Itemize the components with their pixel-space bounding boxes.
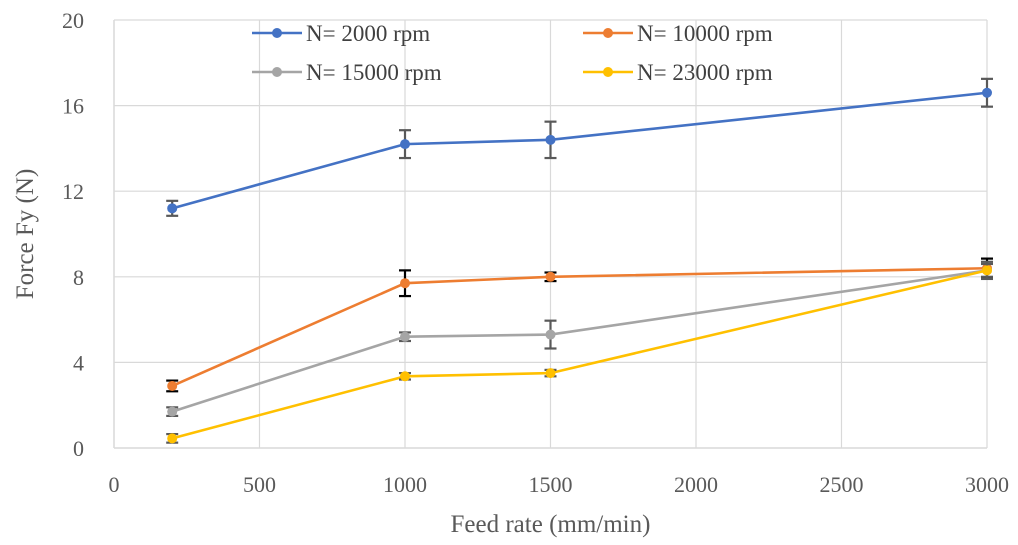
data-point <box>982 87 992 98</box>
data-point <box>167 203 178 214</box>
legend-entry: N= 10000 rpm <box>583 21 773 46</box>
x-tick-label: 500 <box>243 472 276 497</box>
series-1 <box>166 77 993 217</box>
legend-label: N= 10000 rpm <box>637 21 773 46</box>
series-line <box>171 91 988 210</box>
y-tick-label: 20 <box>62 8 84 33</box>
data-point <box>400 139 410 150</box>
data-point <box>545 271 556 282</box>
legend: N= 2000 rpm N= 10000 rpm N= 15000 rpm N= 23… <box>252 21 773 85</box>
x-tick-label: 3000 <box>965 472 1009 497</box>
data-point <box>545 134 556 145</box>
y-tick-label: 8 <box>73 265 84 290</box>
data-point <box>400 331 410 342</box>
series-layer <box>166 77 993 444</box>
series-line <box>171 269 988 440</box>
y-tick-label: 16 <box>62 94 84 119</box>
legend-label: N= 2000 rpm <box>306 21 430 46</box>
series-line <box>171 269 988 413</box>
series-2 <box>166 257 993 393</box>
data-point <box>400 371 410 382</box>
x-tick-label: 1500 <box>529 472 573 497</box>
x-tick-labels: 0 500 1000 1500 2000 2500 3000 <box>109 472 1010 497</box>
data-point <box>167 433 178 444</box>
y-tick-labels: 0 4 8 12 16 20 <box>62 8 84 461</box>
data-point <box>545 329 556 340</box>
data-point <box>400 278 410 289</box>
data-point <box>545 368 556 379</box>
legend-label: N= 23000 rpm <box>637 60 773 85</box>
x-tick-label: 1000 <box>383 472 427 497</box>
x-tick-label: 2500 <box>820 472 864 497</box>
y-tick-label: 12 <box>62 179 84 204</box>
legend-entry: N= 2000 rpm <box>252 21 430 46</box>
legend-entry: N= 15000 rpm <box>252 60 442 85</box>
legend-label: N= 15000 rpm <box>306 60 442 85</box>
data-point <box>982 265 992 276</box>
y-axis-title: Force Fy (N) <box>12 169 39 300</box>
series-line <box>171 266 988 388</box>
series-3 <box>166 260 993 417</box>
data-point <box>167 406 178 417</box>
x-axis-title: Feed rate (mm/min) <box>451 511 651 538</box>
axes <box>113 20 987 449</box>
data-point <box>167 380 178 391</box>
grid <box>114 19 988 448</box>
series-4 <box>166 262 993 444</box>
y-tick-label: 4 <box>73 350 84 375</box>
legend-entry: N= 23000 rpm <box>583 60 773 85</box>
y-tick-label: 0 <box>73 436 84 461</box>
x-tick-label: 0 <box>109 472 120 497</box>
x-tick-label: 2000 <box>674 472 718 497</box>
